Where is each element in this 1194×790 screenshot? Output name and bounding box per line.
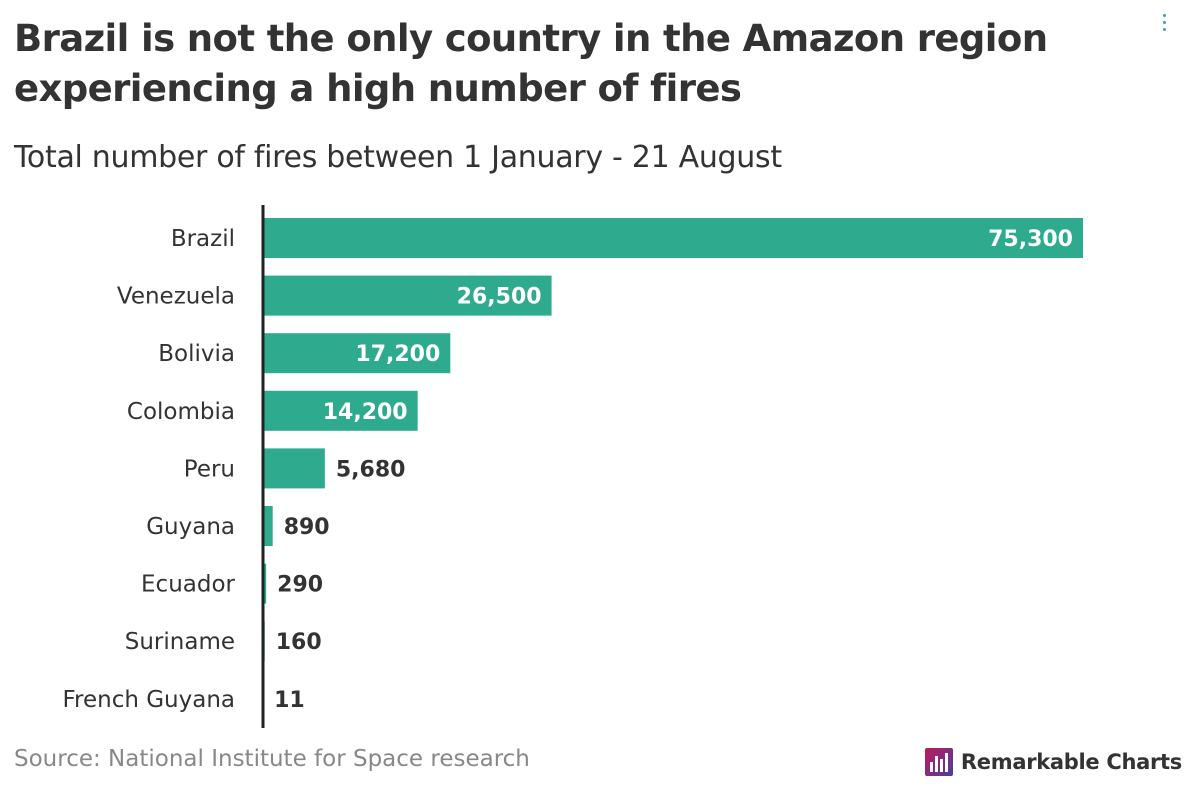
- brand-name: Remarkable Charts: [960, 750, 1182, 774]
- bar-ecuador: [263, 563, 267, 604]
- chart-subtitle: Total number of fires between 1 January …: [14, 140, 782, 175]
- value-label: 75,300: [988, 227, 1073, 252]
- value-label: 26,500: [457, 285, 542, 310]
- value-label: 14,200: [323, 400, 408, 425]
- category-label: Ecuador: [141, 572, 236, 598]
- value-label: 290: [277, 573, 323, 598]
- brand-logo: Remarkable Charts: [924, 748, 1182, 776]
- chart-menu-button[interactable]: [1154, 12, 1174, 46]
- bar-guyana: [263, 506, 273, 546]
- source-note: Source: National Institute for Space res…: [14, 746, 530, 772]
- category-label: French Guyana: [62, 687, 235, 713]
- bar-colombia: [263, 390, 418, 431]
- category-label: Peru: [184, 456, 235, 482]
- value-label: 5,680: [336, 457, 406, 482]
- bar-bolivia: [263, 333, 451, 374]
- category-label: Suriname: [125, 629, 235, 655]
- bar-chart-logo-icon: [924, 748, 953, 776]
- vertical-ellipsis-icon: [1162, 12, 1166, 33]
- category-label: Guyana: [146, 514, 235, 540]
- category-label: Colombia: [127, 399, 235, 425]
- category-label: Brazil: [171, 226, 235, 252]
- value-label: 11: [274, 688, 305, 713]
- bar-chart: Brazil 75,300 Venezuela 26,500 Bolivia 17,200…: [62, 205, 1083, 728]
- bar-brazil: [263, 218, 1083, 258]
- value-label: 890: [284, 515, 330, 540]
- category-label: Venezuela: [117, 284, 235, 310]
- value-label: 160: [276, 630, 322, 655]
- bar-peru: [263, 448, 325, 489]
- value-label: 17,200: [355, 342, 440, 367]
- chart-title: Brazil is not the only country in the Am…: [14, 17, 1048, 110]
- category-label: Bolivia: [158, 341, 235, 367]
- bar-venezuela: [263, 275, 552, 316]
